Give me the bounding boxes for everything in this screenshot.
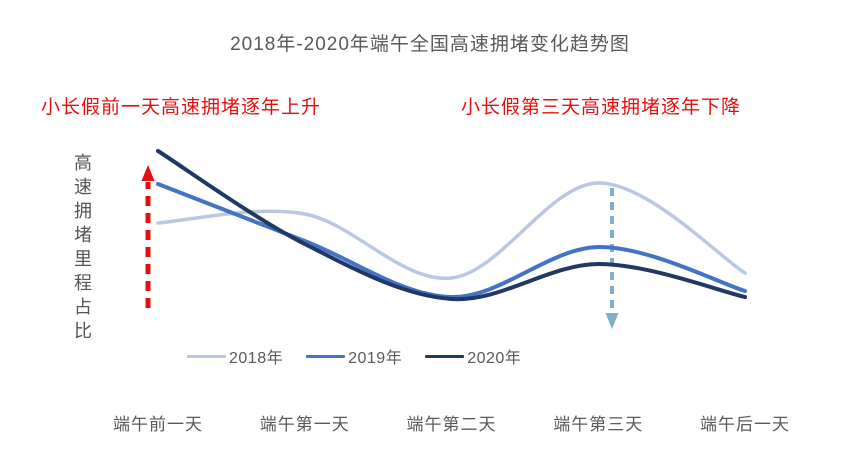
legend-line-2019-icon	[306, 354, 346, 358]
y-axis-label: 高速拥堵里程占比	[72, 153, 92, 345]
legend-label-2018: 2018年	[229, 350, 284, 367]
x-label-day1: 端午前一天	[113, 415, 203, 434]
line-2020	[156, 149, 747, 302]
legend-item-2019: 2019年	[306, 344, 402, 368]
legend-item-2020: 2020年	[425, 344, 521, 368]
down-arrow-head	[605, 313, 619, 329]
legend-item-2018: 2018年	[187, 344, 283, 368]
legend-label-2020: 2020年	[467, 350, 522, 367]
x-label-day3: 端午第二天	[406, 415, 497, 434]
chart-legend: 2018年 2019年 2020年	[187, 344, 521, 368]
legend-line-2018-icon	[187, 354, 226, 358]
legend-label-2019: 2019年	[348, 350, 403, 367]
x-label-day4: 端午第三天	[553, 415, 644, 434]
x-label-day2: 端午第一天	[259, 415, 350, 434]
up-arrow-annotation	[141, 165, 155, 308]
annotation-rising: 小长假前一天高速拥堵逐年上升	[41, 97, 322, 118]
line-2019	[156, 182, 747, 300]
legend-line-2020-icon	[425, 354, 465, 358]
down-arrow-annotation	[605, 188, 619, 329]
page-title: 2018年-2020年端午全国高速拥堵变化趋势图	[230, 34, 630, 55]
line-2018	[156, 181, 747, 280]
annotation-falling: 小长假第三天高速拥堵逐年下降	[461, 97, 742, 118]
up-arrow-head	[141, 165, 155, 181]
x-label-day5: 端午后一天	[700, 415, 790, 434]
